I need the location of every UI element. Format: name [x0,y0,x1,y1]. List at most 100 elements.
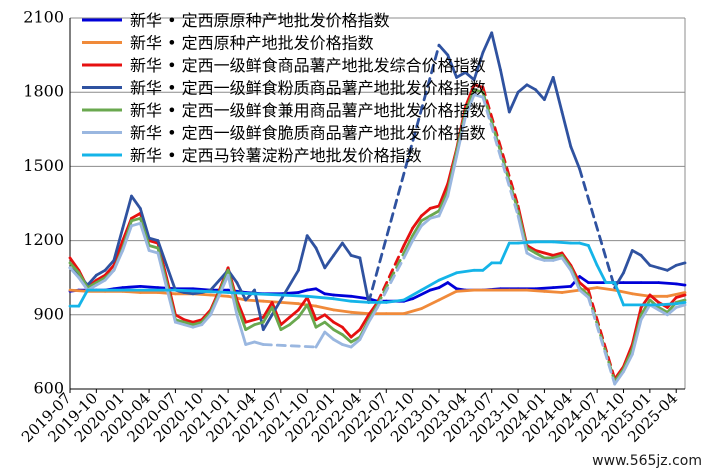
y-tick-label: 600 [33,379,64,398]
series-1-segment [578,275,590,285]
series-6-segment [569,268,581,292]
series-7-segment [587,244,599,267]
series-4-segment [103,258,116,272]
series-7-segment [200,289,230,294]
grid [70,17,686,389]
series-6-segment [165,286,177,324]
series-3-segment [349,328,362,339]
series-5-segment [349,335,362,344]
series-5-segment [296,303,309,319]
series-1-segment [411,288,432,301]
series-6-segment [666,305,678,317]
series-4-segment [648,263,660,270]
series-6-segment [191,323,204,329]
series-7-segment [332,297,353,303]
series-1-segment [138,284,160,290]
series-6-segment [578,288,590,299]
series-2-segment [332,308,353,314]
series-1-segment [674,282,687,287]
series-7-segment [481,261,494,272]
series-6-segment [525,251,537,260]
series-5-segment [314,320,327,329]
series-6-segment [130,221,142,228]
series-2-segment [68,288,89,293]
series-6-segment [209,293,221,317]
series-5-segment [288,315,300,327]
series-5-segment [191,320,204,327]
series-4-segment [156,239,169,267]
series-4-segment [516,83,529,94]
y-tick-label: 1500 [23,156,64,175]
series-5-segment [578,286,590,297]
series-2-segment [525,288,546,293]
series-5-segment [463,88,476,114]
series-4-segment [472,51,485,82]
series-3-segment [358,313,371,332]
series-3-segment [376,244,406,304]
series-6-segment [138,221,151,252]
series-3-segment [419,206,432,218]
series-4-segment [499,68,511,114]
series-4-segment [534,88,546,101]
series-3-segment [674,293,687,299]
series-6-segment [587,296,617,386]
series-4-segment [437,43,450,57]
series-4-segment [657,266,669,272]
series-6-segment [419,216,432,228]
series-1-segment [446,281,459,291]
series-2-segment [279,300,300,306]
series-3-segment [191,318,204,324]
watermark: www.565jz.com [592,453,702,469]
series-3-segment [147,239,160,245]
series-7-segment [578,241,590,247]
series-2-segment [419,298,441,311]
series-1-segment [551,284,573,290]
series-1-segment [534,286,555,291]
series-5-segment [261,305,274,324]
series-4-segment [666,263,678,272]
series-4-segment [481,31,494,54]
series-1-segment [112,286,125,291]
series-4-segment [296,234,309,272]
series-3-segment [402,226,415,247]
series-6-segment [674,303,687,309]
series-2-segment [244,298,265,303]
series-4-segment [455,71,467,79]
series-2-segment [437,289,459,302]
series-5-segment [253,320,265,327]
series-4-segment [261,268,300,332]
series-6-segment [173,320,186,327]
series-6-segment [156,251,169,290]
series-5-segment [323,320,336,332]
series-4-segment [349,253,362,260]
series-3-segment [367,300,379,317]
series-3-segment [261,300,274,319]
y-tick-label: 1200 [23,230,64,249]
series-6-segment [516,214,529,255]
series-3-segment [340,325,353,339]
series-6-segment [639,303,652,322]
series-3-segment [648,293,660,304]
series-3-segment [437,182,450,208]
series-4-segment [147,236,160,243]
series-4-segment [560,110,573,149]
series-6-segment [367,305,379,324]
series-7-segment [402,288,423,302]
series-6-segment [261,343,318,349]
series-4-segment [446,53,459,79]
series-2-segment [314,304,336,312]
series-5-segment [419,214,432,223]
series-4-segment [314,246,327,270]
series-4-segment [130,194,142,210]
series-6-segment [200,313,213,327]
series-5-segment [411,219,423,238]
series-4-segment [463,71,476,82]
series-3-segment [534,249,546,255]
y-tick-label: 2100 [23,8,64,27]
series-5-segment [95,276,107,285]
series-5-segment [244,323,256,332]
series-5-segment [147,244,160,250]
series-5-segment [182,320,195,327]
series-3-segment [95,273,107,282]
series-5-segment [305,303,318,329]
